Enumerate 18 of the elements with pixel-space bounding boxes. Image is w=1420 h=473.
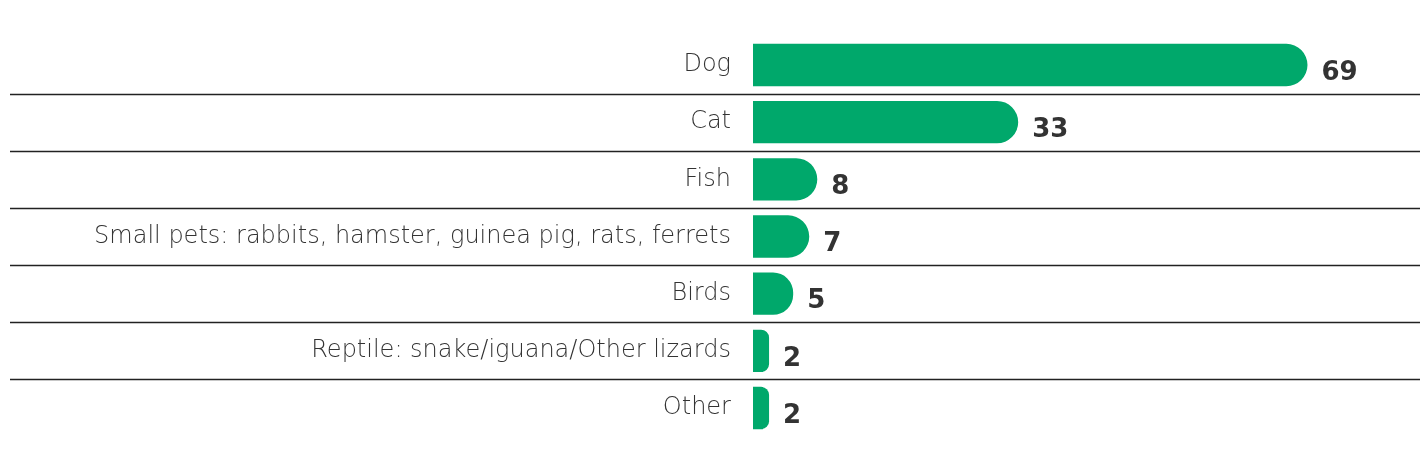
y-tick-label: Other [662,392,732,421]
y-tick-label: Birds [671,277,731,306]
data-label: 8 [831,170,850,201]
data-label: 7 [823,227,842,258]
y-tick-label: Cat [690,106,731,135]
y-tick-label: Dog [683,49,731,78]
data-label: 5 [807,284,826,315]
y-tick-label: Reptile: snake/iguana/Other lizards [311,335,731,364]
data-label: 2 [783,398,802,429]
bar [753,43,1308,87]
bar [753,329,770,372]
data-label: 2 [783,341,802,372]
bar [753,386,770,430]
data-label: 33 [1032,112,1069,143]
y-tick-label: Fish [684,163,731,192]
data-label: 69 [1321,55,1358,86]
bar [753,101,1019,144]
y-tick-label: Small pets: rabbits, hamster, guinea pig, rats, ferrets [94,220,731,249]
